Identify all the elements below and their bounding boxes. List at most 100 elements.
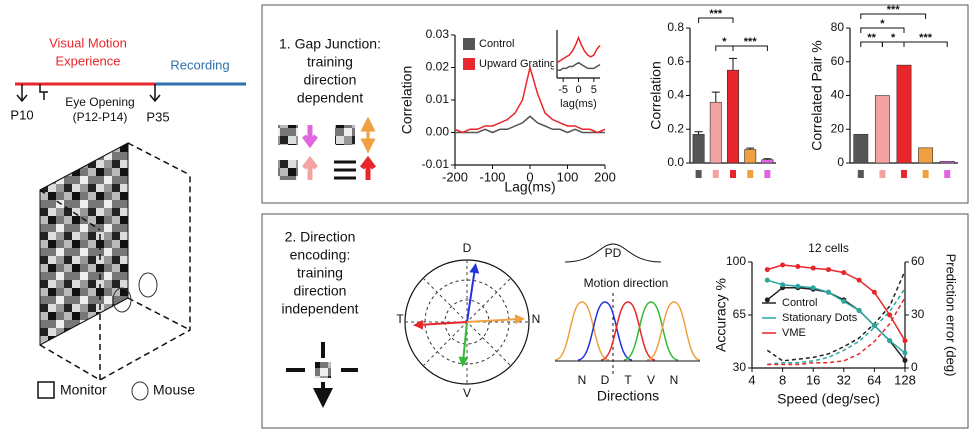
category-icon: [879, 170, 886, 178]
tuning-subtitle: Motion direction: [584, 276, 669, 290]
legend-label: Monitor: [60, 382, 107, 398]
x-tick-label: 8: [779, 372, 786, 387]
point: [780, 262, 786, 268]
x-tick-label: -100: [479, 169, 505, 184]
y-axis-label: Correlated Pair %: [809, 40, 825, 151]
polar-label: D: [463, 241, 472, 255]
point: [887, 338, 893, 344]
y-tick-label: 60: [831, 54, 845, 68]
x-tick-label: 0: [526, 169, 533, 184]
y2-axis-label: Prediction error (deg): [944, 254, 959, 377]
y-tick-label: 0.02: [426, 60, 450, 74]
category-icon: [747, 170, 754, 178]
y-tick-label: 65: [733, 307, 747, 321]
point: [825, 267, 831, 273]
point: [856, 277, 862, 283]
bar: [727, 69, 739, 164]
series-line: [557, 61, 601, 72]
x-tick-label: 64: [867, 372, 881, 387]
point: [764, 297, 770, 303]
legend-label: Upward Gratings: [479, 58, 562, 70]
category-icon: [922, 170, 929, 178]
panel-1-title: 1. Gap Junction: training direction depe…: [279, 36, 381, 106]
significance-bracket: [732, 45, 768, 51]
legend-label: Stationary Dots: [782, 312, 858, 324]
x-tick-label: 200: [594, 169, 616, 184]
direction-label: N: [670, 373, 679, 387]
y-tick-label: 0: [837, 155, 844, 169]
series-line: [767, 264, 906, 342]
error-bar: [729, 57, 737, 71]
significance-label: *: [891, 32, 896, 44]
polar-plot: D T N V: [396, 241, 540, 400]
y-tick-label: 0.00: [426, 125, 450, 139]
legend-label: Mouse: [153, 382, 195, 398]
category-icon: [712, 170, 719, 178]
legend-label: VME: [782, 327, 806, 339]
point: [825, 289, 831, 295]
y2-tick-label: 30: [911, 307, 925, 321]
direction-icon: [286, 342, 358, 398]
x-tick-label: 0: [575, 84, 581, 96]
category-icon: [944, 170, 951, 178]
bar: [853, 134, 869, 164]
significance-label: *: [880, 18, 885, 30]
point: [810, 285, 816, 291]
category-icon: [695, 170, 702, 178]
significance-bracket: [860, 13, 927, 19]
point: [902, 357, 908, 363]
tuning-title: PD: [605, 246, 622, 260]
panel-title: direction: [304, 72, 357, 88]
series-line: [767, 279, 906, 354]
y2-tick-label: 60: [911, 254, 925, 268]
point: [902, 338, 908, 344]
y-tick-label: 0.03: [426, 27, 450, 41]
point: [795, 264, 801, 270]
x-tick-label: 16: [806, 372, 820, 387]
y-tick-label: 100: [726, 254, 746, 268]
y-tick-label: 0.2: [667, 121, 684, 135]
direction-label: N: [578, 373, 587, 387]
x-axis-label: Lag(ms): [504, 179, 555, 195]
panel-2-title: 2. Direction encoding: training directio…: [281, 229, 358, 317]
point: [887, 312, 893, 318]
x-tick-label: -200: [442, 169, 468, 184]
significance-label: **: [867, 32, 876, 44]
error-line: [767, 296, 906, 366]
y-axis-label: Correlation: [648, 61, 664, 129]
series-line: [556, 35, 601, 64]
series-line: [455, 115, 605, 134]
marker-label: P35: [146, 109, 169, 124]
error-bar: [746, 147, 755, 150]
category-icon: [764, 170, 771, 178]
point: [871, 323, 877, 329]
point: [764, 267, 770, 273]
point: [795, 283, 801, 289]
legend-swatch: [463, 38, 475, 50]
y-tick-label: 40: [831, 88, 845, 102]
bar: [744, 149, 757, 164]
chart-title: 12 cells: [808, 241, 849, 255]
legend-swatch: [463, 58, 475, 70]
phase-label: Experience: [55, 53, 120, 68]
point: [902, 350, 908, 356]
direction-label: V: [647, 373, 655, 387]
series-line: [454, 64, 606, 134]
bar: [918, 147, 934, 164]
y-tick-label: 30: [733, 360, 747, 374]
bar: [939, 161, 955, 164]
y-axis-label: Correlation: [399, 66, 415, 134]
point: [871, 289, 877, 295]
y-tick-label: 0.01: [426, 92, 450, 106]
significance-label: ***: [744, 36, 758, 48]
point: [810, 265, 816, 271]
stimulus-icons: [278, 116, 376, 180]
panel-title: dependent: [297, 90, 363, 106]
legend-label: Control: [782, 297, 817, 309]
significance-bracket: [860, 27, 905, 33]
bar: [709, 101, 722, 164]
x-tick-label: 128: [894, 372, 916, 387]
x-axis-label: lag(ms): [560, 98, 597, 110]
